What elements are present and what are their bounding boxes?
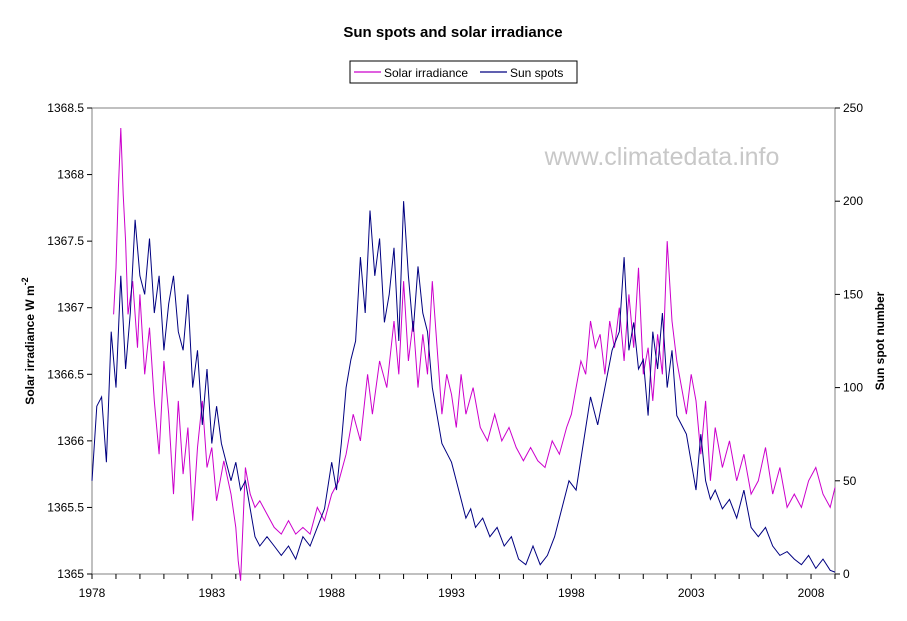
left-axis-title-text: Solar irradiance W m	[23, 285, 37, 404]
x-tick-label: 1988	[318, 586, 345, 600]
right-tick-label: 50	[843, 474, 857, 488]
legend-box	[349, 60, 578, 84]
x-tick-label: 1983	[198, 586, 225, 600]
right-axis-title: Sun spot number	[873, 291, 887, 390]
left-tick-label: 1367.5	[47, 234, 84, 248]
right-axis: 250 200 150 100 50 0	[835, 101, 863, 581]
left-tick-label: 1365	[57, 567, 84, 581]
x-tick-label: 1978	[79, 586, 106, 600]
left-tick-label: 1366.5	[47, 367, 84, 381]
left-tick-label: 1367	[57, 301, 84, 315]
legend-label-solar-irradiance: Solar irradiance	[384, 66, 468, 80]
series-sun-spots	[91, 201, 836, 573]
x-tick-label: 1998	[558, 586, 585, 600]
x-tick-label: 1993	[438, 586, 465, 600]
plot-area	[91, 107, 836, 575]
x-axis: 1978 1983 1988 1993 1998 2003 2008	[79, 574, 836, 600]
right-tick-label: 150	[843, 287, 863, 301]
right-tick-label: 250	[843, 101, 863, 115]
left-axis-title-superscript: -2	[20, 277, 30, 285]
legend-label-sun-spots: Sun spots	[510, 66, 563, 80]
legend: Solar irradiance Sun spots	[349, 60, 578, 84]
right-tick-label: 100	[843, 381, 863, 395]
chart-title: Sun spots and solar irradiance	[343, 24, 562, 41]
watermark: www.climatedata.info	[544, 143, 780, 171]
left-axis-title: Solar irradiance W m-2	[20, 277, 37, 404]
left-tick-label: 1365.5	[47, 500, 84, 514]
x-tick-label: 2003	[678, 586, 705, 600]
x-tick-label: 2008	[798, 586, 825, 600]
right-tick-label: 200	[843, 194, 863, 208]
series-solar-irradiance	[113, 127, 836, 581]
right-tick-label: 0	[843, 567, 850, 581]
left-axis: 1368.5 1368 1367.5 1367 1366.5 1366 1365.5 1365	[47, 101, 92, 581]
left-tick-label: 1366	[57, 434, 84, 448]
left-tick-label: 1368.5	[47, 101, 84, 115]
left-tick-label: 1368	[57, 168, 84, 182]
